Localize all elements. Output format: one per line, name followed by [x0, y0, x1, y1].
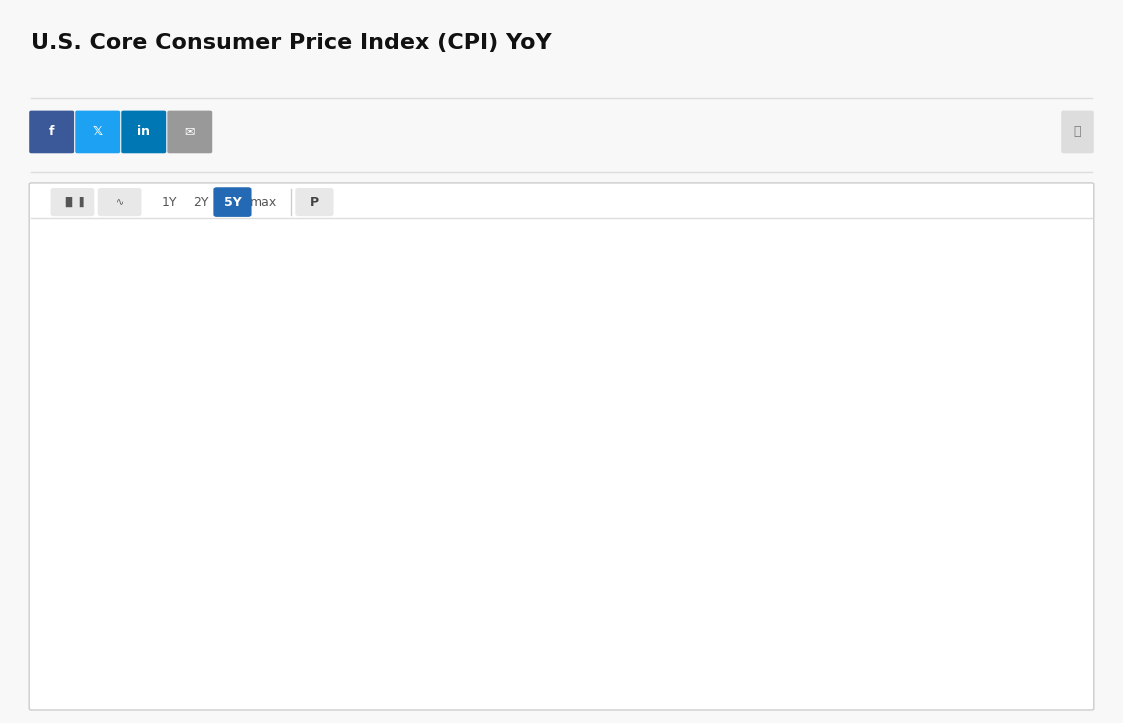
Bar	[953, 332, 968, 669]
Bar	[608, 415, 622, 669]
Bar	[365, 567, 380, 669]
Bar	[399, 561, 414, 669]
Bar	[330, 593, 345, 669]
Text: 1Y: 1Y	[162, 196, 177, 208]
Bar	[295, 535, 310, 669]
Bar	[382, 561, 396, 669]
Text: Investing: Investing	[81, 625, 220, 651]
Bar	[486, 586, 501, 669]
Text: ▐▌▐: ▐▌▐	[61, 197, 84, 208]
Bar	[624, 377, 639, 669]
Bar	[850, 288, 865, 669]
Text: max: max	[250, 196, 277, 208]
Bar	[261, 523, 275, 669]
Bar	[711, 256, 725, 669]
Bar	[139, 535, 154, 669]
Bar	[156, 529, 172, 669]
Text: f: f	[49, 126, 54, 138]
Bar	[277, 516, 293, 669]
Bar	[226, 523, 240, 669]
Bar	[919, 313, 934, 669]
Text: U.S. Core Consumer Price Index (CPI) YoY: U.S. Core Consumer Price Index (CPI) YoY	[31, 33, 553, 53]
Bar	[729, 275, 743, 669]
Bar	[797, 269, 813, 669]
Bar	[174, 516, 189, 669]
Bar	[746, 288, 760, 669]
Bar	[1023, 408, 1038, 669]
Bar	[468, 580, 483, 669]
Text: ∿: ∿	[116, 197, 124, 207]
Bar	[555, 383, 569, 669]
Bar	[209, 523, 223, 669]
Bar	[764, 294, 778, 669]
Bar	[937, 320, 951, 669]
Text: .com: .com	[208, 625, 279, 651]
Bar	[885, 313, 900, 669]
Bar	[988, 370, 1003, 669]
Bar	[122, 542, 137, 669]
Bar	[642, 357, 657, 669]
Text: 𝕏: 𝕏	[92, 126, 103, 138]
Bar	[104, 535, 119, 669]
Bar	[347, 593, 362, 669]
Bar	[676, 288, 692, 669]
Bar	[88, 542, 102, 669]
Text: 2Y: 2Y	[193, 196, 209, 208]
Text: ✉: ✉	[184, 126, 195, 138]
Bar	[451, 567, 466, 669]
Bar	[590, 415, 604, 669]
Bar	[417, 567, 431, 669]
Bar	[815, 249, 830, 669]
Bar	[538, 427, 553, 669]
Bar	[70, 535, 84, 669]
Bar	[694, 262, 709, 669]
Bar	[971, 364, 986, 669]
Bar	[1006, 395, 1021, 669]
Bar	[244, 523, 258, 669]
Bar	[832, 269, 847, 669]
Text: 5Y: 5Y	[223, 196, 241, 208]
Text: 🖨: 🖨	[1074, 126, 1081, 138]
Bar	[867, 307, 882, 669]
Text: P: P	[310, 196, 319, 208]
Bar	[503, 567, 518, 669]
Bar	[312, 580, 327, 669]
Bar	[521, 478, 536, 669]
Bar	[433, 567, 448, 669]
Bar	[780, 294, 795, 669]
Bar	[53, 529, 67, 669]
Bar	[191, 516, 206, 669]
Bar	[659, 320, 674, 669]
Bar	[902, 320, 916, 669]
Text: in: in	[137, 126, 150, 138]
Bar	[573, 395, 587, 669]
